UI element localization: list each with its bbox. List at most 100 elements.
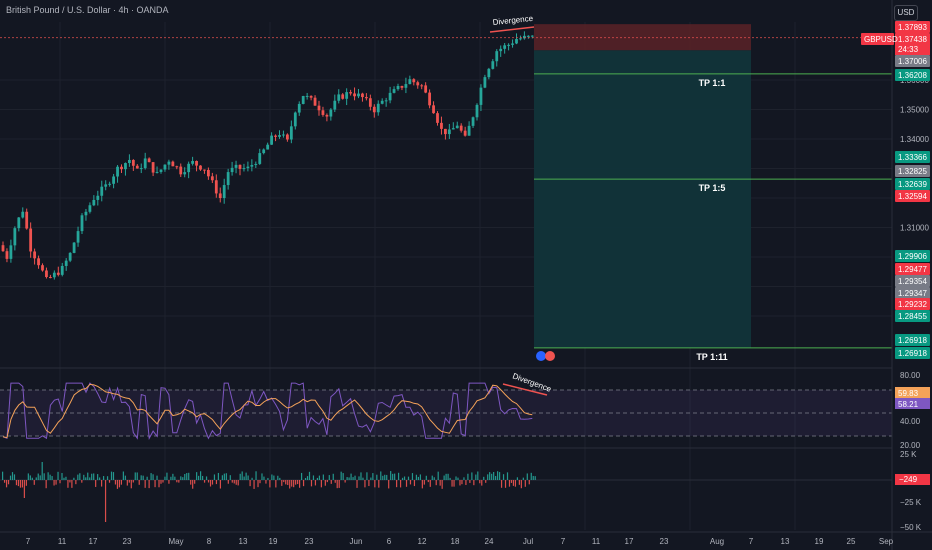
volume-bar (25, 480, 27, 486)
volume-bar (160, 480, 162, 484)
volume-bar (126, 480, 128, 486)
volume-bar (372, 473, 374, 480)
volume-bar (530, 472, 532, 480)
time-axis[interactable]: 7 11 17 23 May 8 13 19 23 Jun 6 12 18 24 Jul 7 11 17 23 Aug… (0, 531, 932, 546)
volume-bar (122, 471, 124, 480)
candle-body (64, 260, 68, 266)
volume-bar (63, 477, 65, 480)
event-icons[interactable] (536, 351, 555, 361)
volume-bar (520, 480, 522, 489)
candle-body (519, 38, 522, 40)
volume-bar (285, 480, 287, 485)
volume-bar (291, 480, 293, 487)
price-axis[interactable]: 1.360001.350001.340001.330001.320001.310… (861, 0, 932, 550)
candle-body (41, 265, 44, 271)
volume-pane[interactable] (0, 447, 932, 522)
volume-bar (362, 477, 364, 480)
candle-body (455, 125, 459, 129)
candle-body (515, 38, 518, 44)
time-label: Sep (879, 537, 894, 546)
volume-bar (182, 477, 184, 480)
candle-body (179, 166, 183, 175)
volume-bar (423, 480, 425, 485)
time-label: 19 (269, 537, 278, 546)
price-label: 1.37438 (898, 35, 927, 44)
volume-bar (83, 474, 85, 480)
volume-bar (201, 475, 204, 480)
flag-icon[interactable] (545, 351, 555, 361)
flash-icon[interactable] (536, 351, 546, 361)
volume-bar (53, 480, 55, 486)
candle-body (266, 144, 270, 150)
time-label: 8 (207, 537, 212, 546)
volume-bar (518, 480, 520, 485)
candle-body (459, 125, 463, 131)
volume-bar (376, 474, 378, 480)
candle-body (163, 164, 167, 170)
candle-body (503, 45, 507, 49)
guide-lines: TP 1:1 TP 1:5 TP 1:11 Divergence (0, 14, 892, 362)
volume-bar (33, 480, 35, 485)
candle-body (203, 169, 206, 171)
price-tick: 1.34000 (900, 135, 929, 144)
symbol-tag[interactable]: GBPUSD (864, 35, 898, 44)
volume-bar (498, 472, 501, 480)
price-label: 1.32825 (898, 167, 927, 176)
volume-bar (273, 475, 275, 480)
candle-body (313, 97, 317, 106)
volume-bar (190, 480, 192, 485)
position-zones[interactable] (534, 24, 751, 348)
volume-bar (5, 480, 8, 488)
price-label-bg (895, 151, 930, 163)
volume-bar (336, 480, 338, 489)
volume-bar (116, 480, 119, 489)
price-label: 1.26918 (898, 349, 927, 358)
rsi-divergence-line (502, 383, 548, 396)
symbol-title[interactable]: British Pound / U.S. Dollar · 4h · OANDA (6, 5, 169, 15)
volume-bar (178, 480, 180, 483)
volume-bar (47, 472, 49, 480)
volume-bar (293, 480, 295, 488)
currency-badge[interactable]: USD (894, 5, 918, 21)
volume-bar (386, 474, 388, 480)
volume-bar (340, 471, 342, 480)
volume-bar (457, 477, 459, 480)
time-label: 24 (485, 537, 494, 546)
volume-bar (19, 480, 22, 488)
volume-bar (140, 475, 142, 480)
volume-bar (433, 477, 435, 480)
candle-body (293, 112, 297, 127)
price-label-bg (895, 178, 930, 190)
price-label: 1.36208 (898, 71, 927, 80)
volume-bar (229, 475, 231, 480)
volume-bar (81, 480, 83, 483)
volume-bar (27, 473, 29, 480)
volume-bar (43, 473, 45, 480)
volume-bar (429, 480, 431, 487)
volume-bar (399, 480, 402, 488)
take-profit-zone[interactable] (534, 50, 751, 348)
stop-loss-zone[interactable] (534, 24, 751, 51)
symbol-tag-bg[interactable] (861, 33, 894, 45)
volume-bar (39, 475, 41, 480)
candle-body (475, 104, 479, 118)
candle-body (412, 79, 416, 83)
volume-bar (102, 476, 105, 480)
time-label: Aug (710, 537, 724, 546)
volume-bar (312, 475, 315, 480)
candle-body (305, 95, 309, 97)
volume-bar (374, 480, 376, 488)
volume-bar (225, 473, 227, 480)
volume-bar (7, 480, 10, 485)
volume-bar (138, 480, 140, 485)
price-label-bg (895, 298, 930, 310)
volume-bar (318, 475, 320, 480)
volume-bar (110, 471, 113, 480)
candles (1, 31, 534, 280)
volume-bar (188, 472, 190, 480)
candle-body (436, 113, 439, 123)
candle-body (384, 100, 388, 102)
price-label: 1.29477 (898, 265, 927, 274)
